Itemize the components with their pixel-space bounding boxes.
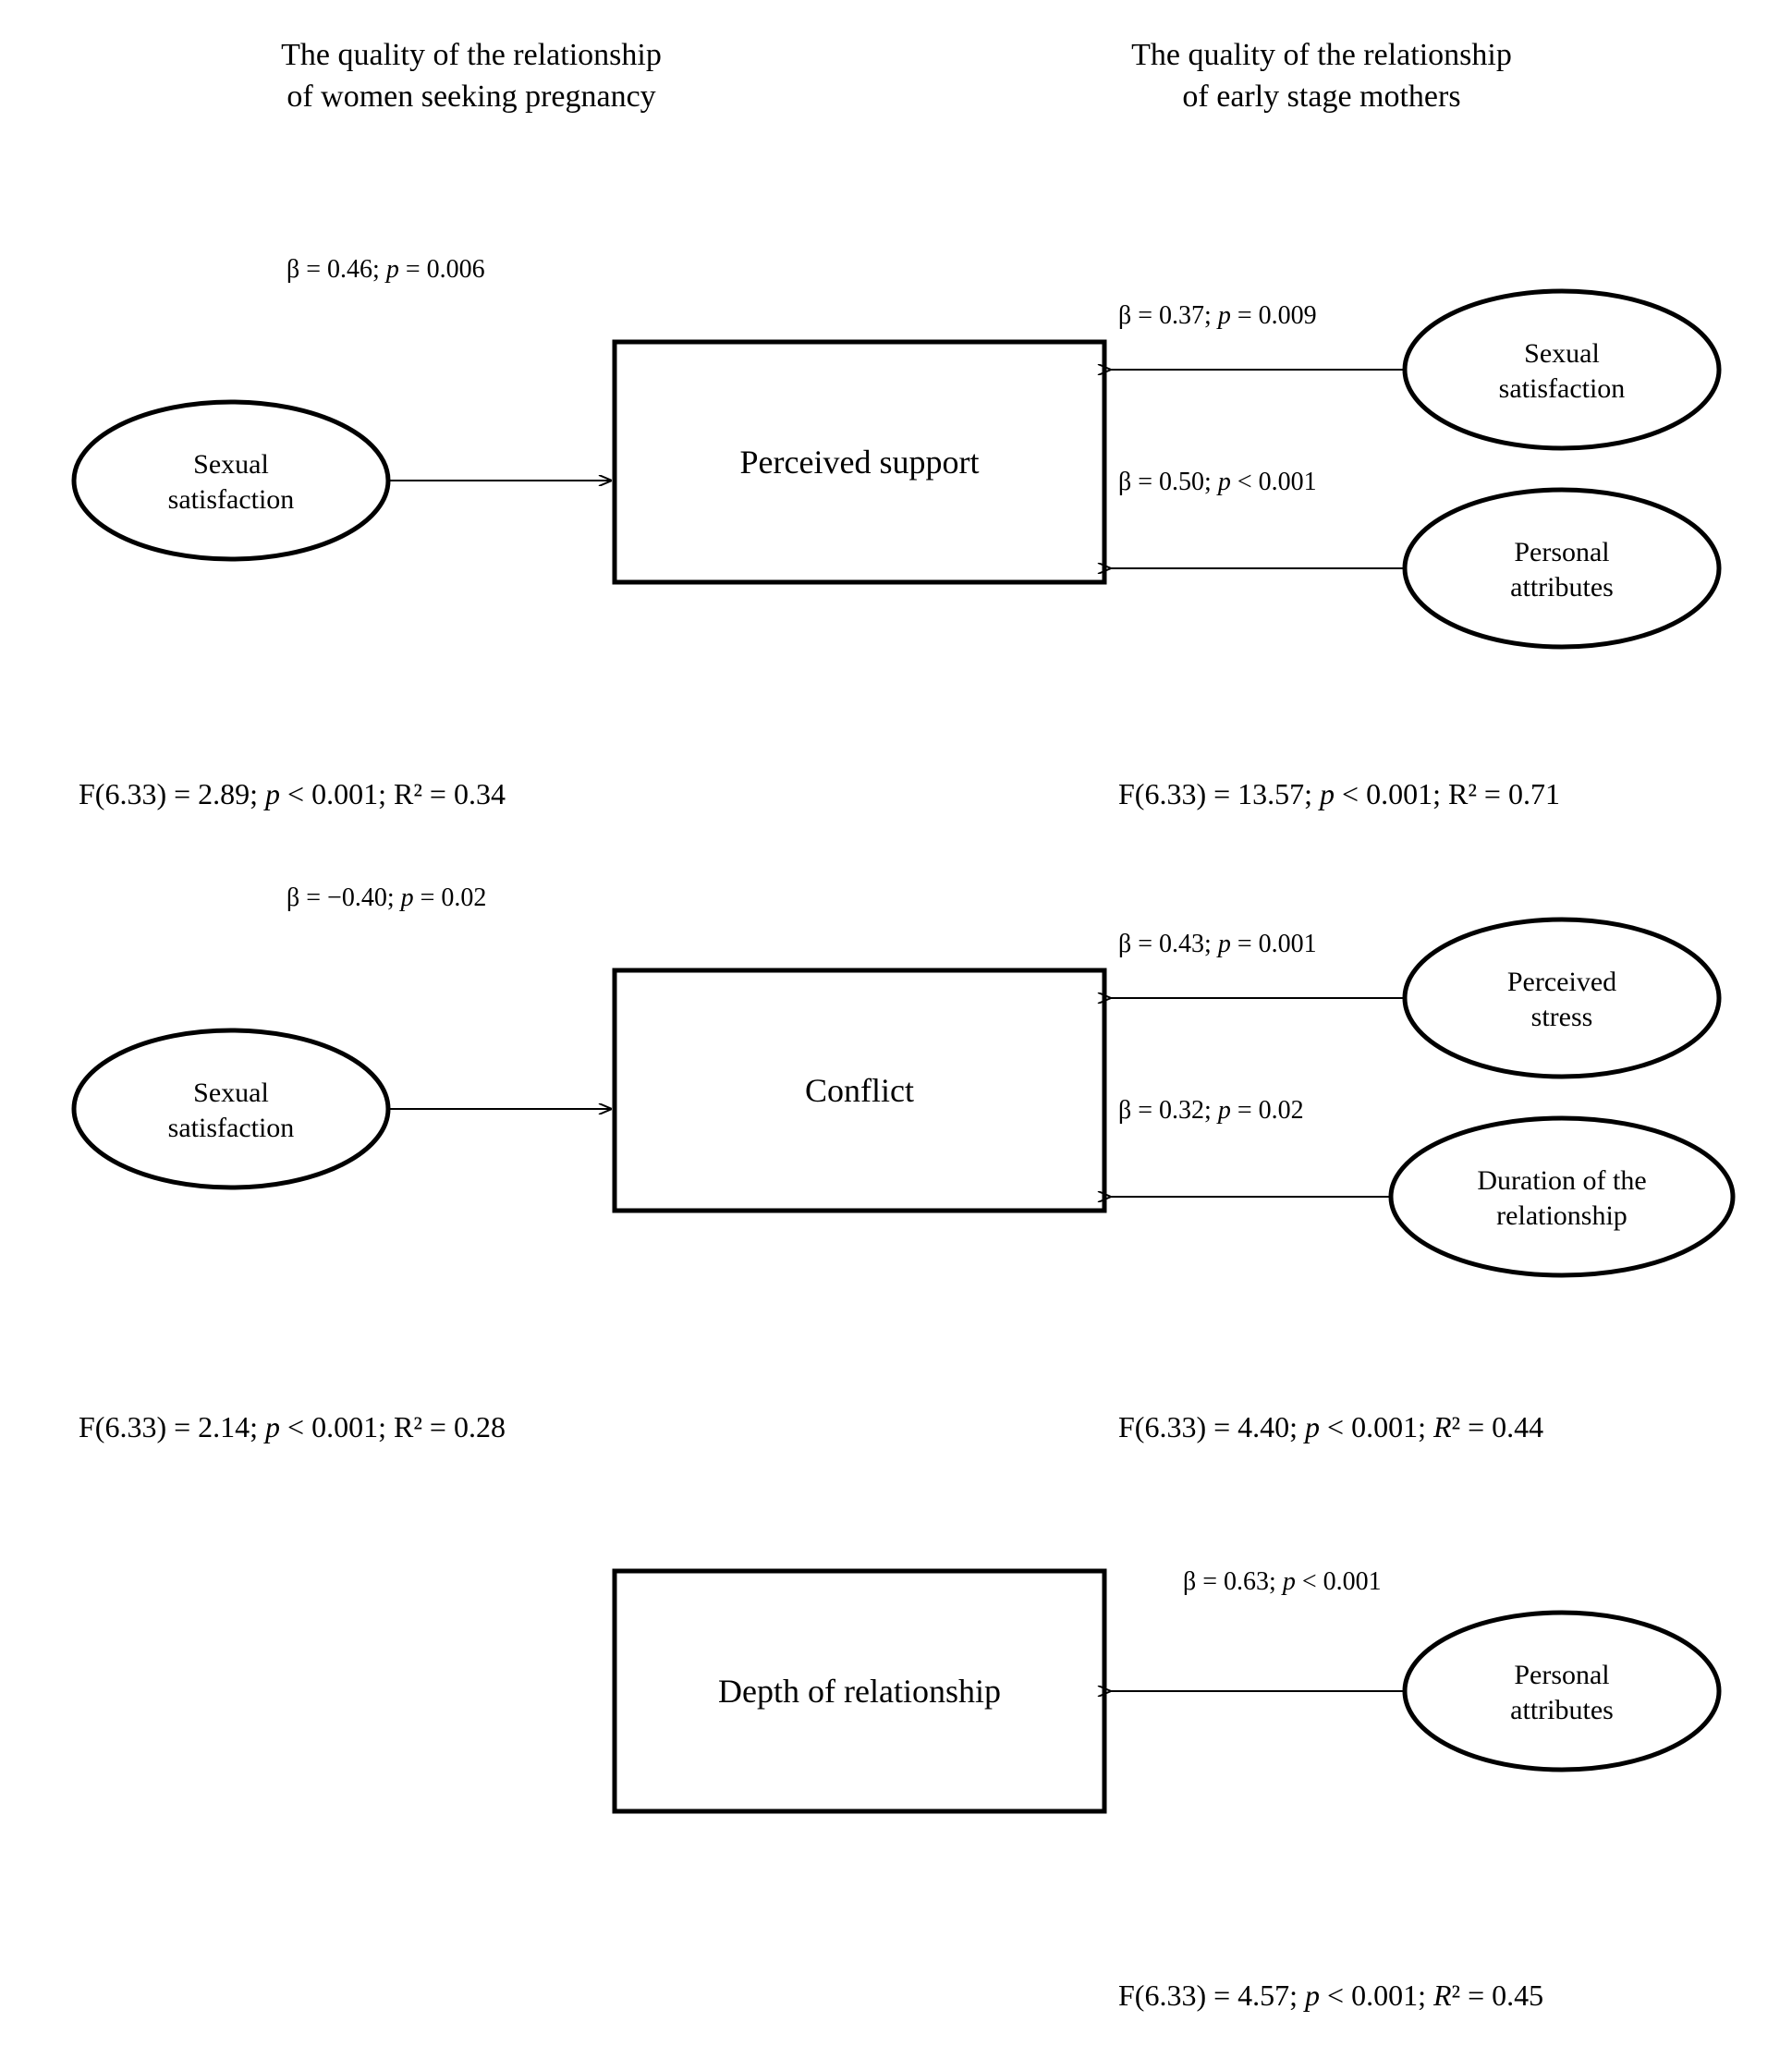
label-persattr-right-2-1: Personal	[1514, 1660, 1609, 1690]
stat-right-perceived-support: F(6.33) = 13.57; p < 0.001; R² = 0.71	[1118, 777, 1560, 810]
label-duration-right-1: Duration of the	[1477, 1165, 1646, 1196]
header-right-line2: of early stage mothers	[1182, 79, 1460, 114]
label-persattr-right-2-2: attributes	[1510, 1695, 1614, 1725]
ellipse-persattr-right-2	[1405, 1613, 1719, 1770]
box-label-perceived-support: Perceived support	[740, 444, 980, 481]
coef-persattr-right-1: β = 0.50; p < 0.001	[1118, 468, 1317, 496]
ellipse-duration-right	[1391, 1118, 1733, 1275]
label-duration-right-2: relationship	[1496, 1200, 1627, 1231]
label-sexsat-left-2-1: Sexual	[193, 1078, 269, 1108]
coef-sexsat-right-1: β = 0.37; p = 0.009	[1118, 301, 1317, 330]
label-sexsat-left-1-2: satisfaction	[168, 484, 295, 515]
path-diagram: The quality of the relationship of women …	[0, 0, 1792, 2046]
header-left-line1: The quality of the relationship	[281, 38, 662, 72]
ellipse-sexsat-left-2	[74, 1030, 388, 1187]
stat-right-conflict: F(6.33) = 4.40; p < 0.001; R² = 0.44	[1118, 1410, 1543, 1443]
header-left-line2: of women seeking pregnancy	[286, 79, 655, 114]
stat-left-conflict: F(6.33) = 2.14; p < 0.001; R² = 0.28	[79, 1410, 506, 1443]
coef-persattr-right-2: β = 0.63; p < 0.001	[1183, 1567, 1382, 1596]
ellipse-sexsat-right-1	[1405, 291, 1719, 448]
coef-sexsat-left-2: β = −0.40; p = 0.02	[286, 883, 486, 912]
label-perstress-right-2: stress	[1531, 1002, 1593, 1032]
coef-sexsat-left-1: β = 0.46; p = 0.006	[286, 255, 485, 284]
label-persattr-right-1-1: Personal	[1514, 537, 1609, 567]
label-persattr-right-1-2: attributes	[1510, 572, 1614, 603]
coef-duration-right: β = 0.32; p = 0.02	[1118, 1096, 1304, 1125]
label-sexsat-right-1-1: Sexual	[1524, 338, 1600, 369]
label-sexsat-left-2-2: satisfaction	[168, 1113, 295, 1143]
label-perstress-right-1: Perceived	[1507, 967, 1616, 997]
coef-perstress-right: β = 0.43; p = 0.001	[1118, 930, 1317, 958]
ellipse-sexsat-left-1	[74, 402, 388, 559]
ellipse-persattr-right-1	[1405, 490, 1719, 647]
box-label-conflict: Conflict	[805, 1072, 914, 1109]
box-label-depth: Depth of relationship	[718, 1673, 1001, 1710]
ellipse-perstress-right	[1405, 919, 1719, 1077]
stat-right-depth: F(6.33) = 4.57; p < 0.001; R² = 0.45	[1118, 1979, 1543, 2012]
label-sexsat-right-1-2: satisfaction	[1499, 373, 1626, 404]
stat-left-perceived-support: F(6.33) = 2.89; p < 0.001; R² = 0.34	[79, 777, 506, 810]
header-right-line1: The quality of the relationship	[1131, 38, 1512, 72]
label-sexsat-left-1-1: Sexual	[193, 449, 269, 480]
